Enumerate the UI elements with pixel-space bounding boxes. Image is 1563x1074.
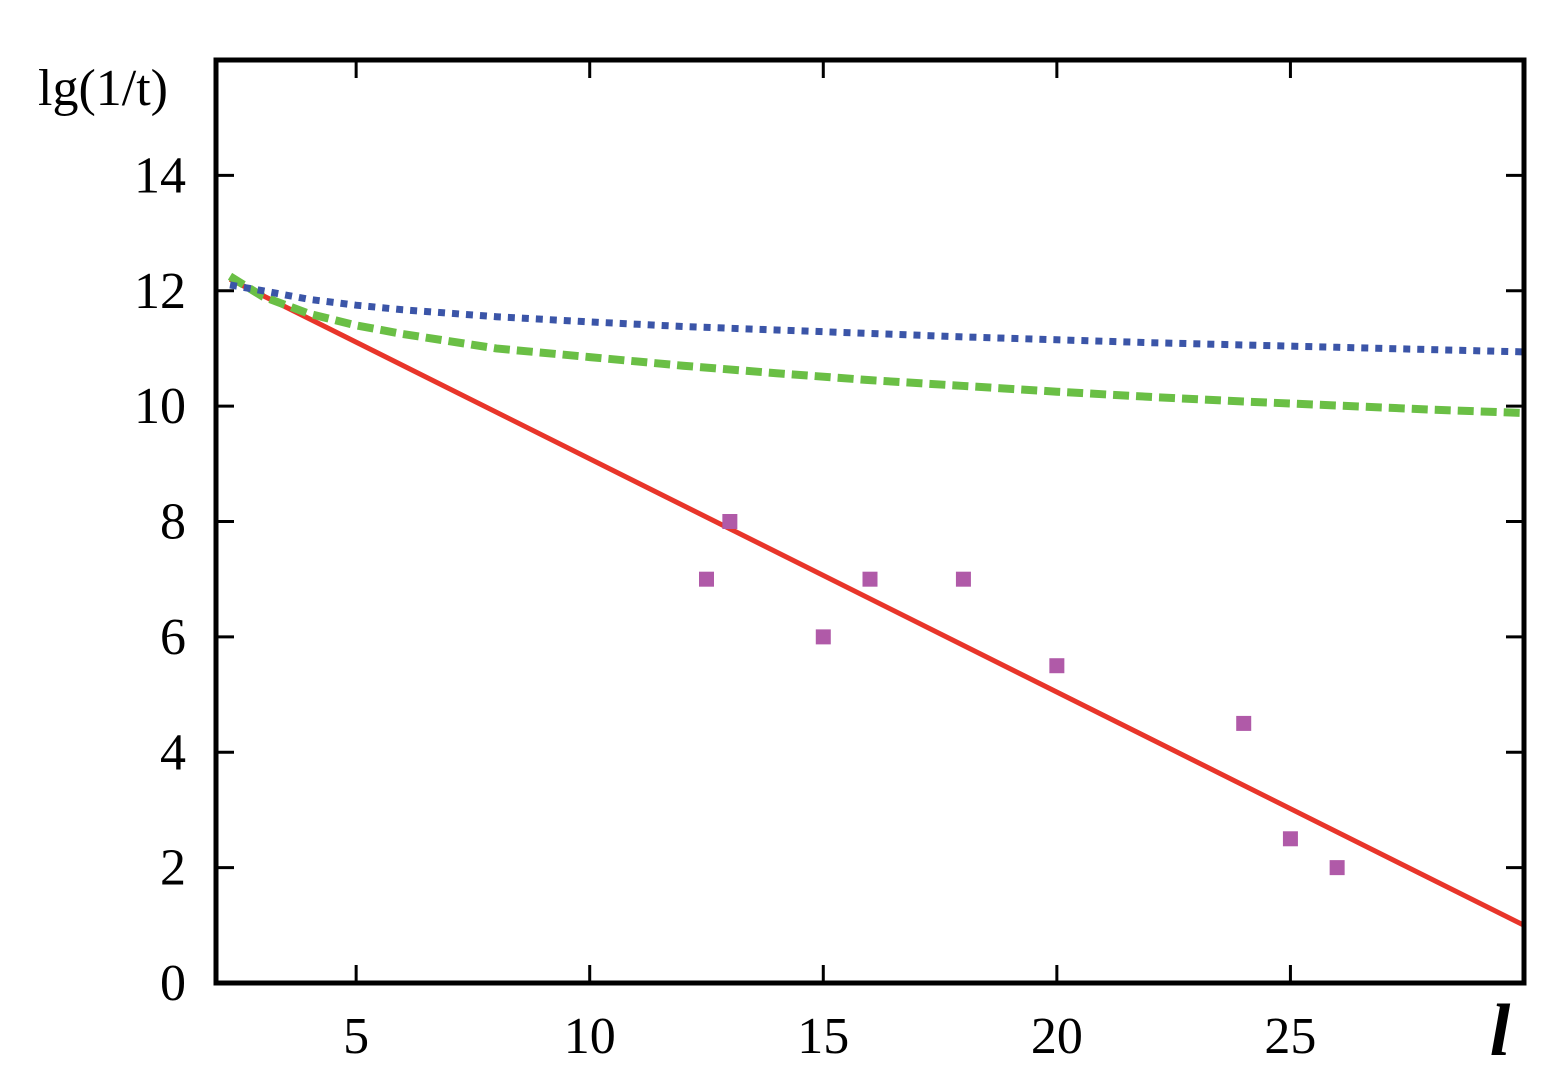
- series-layer: [227, 272, 1526, 928]
- y-tick-label: 12: [134, 263, 186, 320]
- data-point: [1329, 860, 1345, 876]
- y-tick-label: 8: [160, 494, 186, 551]
- data-point: [722, 514, 738, 529]
- data-point: [1049, 658, 1065, 674]
- x-tick-label: 5: [343, 1008, 369, 1065]
- y-tick-label: 6: [160, 609, 186, 666]
- data-point: [1282, 831, 1298, 847]
- ticks-layer: 5 10 15 20 25 0 2 4 6 8 10 12 14: [134, 60, 1524, 1065]
- y-tick-label: 4: [160, 724, 186, 781]
- y-axis-label: lg(1/t): [38, 60, 168, 117]
- x-tick-label: 15: [797, 1008, 849, 1065]
- series-dotted-line: [229, 281, 1525, 356]
- plot-frame: [213, 57, 1527, 986]
- data-point: [862, 571, 878, 587]
- x-axis-label: l: [1490, 990, 1511, 1072]
- x-tick-label: 10: [564, 1008, 616, 1065]
- y-tick-label: 0: [160, 955, 186, 1012]
- data-point: [699, 571, 714, 587]
- x-tick-label: 20: [1031, 1008, 1083, 1065]
- data-point: [815, 629, 831, 645]
- y-tick-label: 14: [134, 147, 186, 204]
- data-point: [955, 571, 971, 587]
- series-dashed-line: [227, 272, 1525, 418]
- y-tick-label: 10: [134, 378, 186, 435]
- x-tick-label: 25: [1264, 1008, 1316, 1065]
- data-point: [1236, 715, 1252, 731]
- y-tick-label: 2: [160, 840, 186, 897]
- series-solid-line: [228, 276, 1526, 928]
